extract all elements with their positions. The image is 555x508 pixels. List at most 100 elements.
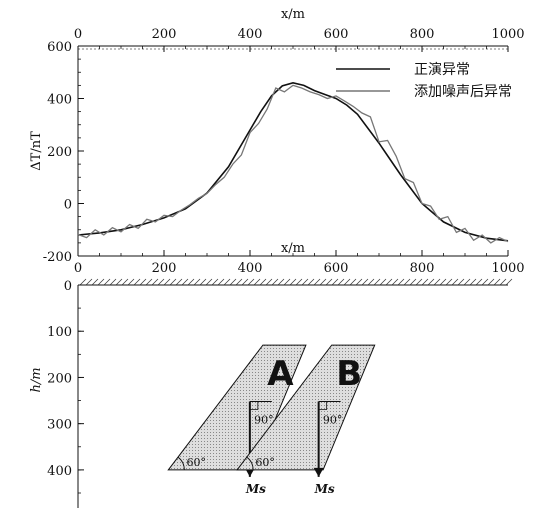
hatch-mark — [217, 278, 225, 286]
legend: 正演异常 添加噪声后异常 — [336, 62, 512, 100]
moment-label: Ms — [314, 482, 335, 496]
angle-arc — [177, 456, 185, 470]
body-label: A — [267, 354, 294, 394]
hatch-mark — [481, 278, 489, 286]
anomaly-chart: 0 200 400 600 800 1000 0 200 400 600 800 1000 -200… — [29, 7, 525, 276]
hatch-mark — [313, 278, 321, 286]
moment-label: Ms — [245, 482, 266, 496]
hatch-mark — [307, 278, 315, 286]
mid-x-tick-label: 400 — [238, 261, 263, 276]
depth-tick-label: 300 — [47, 418, 72, 433]
hatch-mark — [163, 278, 171, 286]
vector-arrowhead — [313, 467, 324, 477]
hatch-mark — [205, 278, 213, 286]
hatch-mark — [253, 278, 261, 286]
hatch-mark — [361, 278, 369, 286]
top-x-tick-label: 0 — [74, 27, 82, 42]
hatch-mark — [427, 278, 435, 286]
hatch-mark — [493, 278, 501, 286]
hatch-mark — [331, 278, 339, 286]
mid-x-tick-label: 0 — [74, 261, 82, 276]
mid-x-tick-label: 200 — [152, 261, 177, 276]
hatch-mark — [187, 278, 195, 286]
hatch-mark — [391, 278, 399, 286]
hatch-mark — [283, 278, 291, 286]
hatch-mark — [373, 278, 381, 286]
right-angle-marker — [318, 401, 328, 410]
hatch-mark — [421, 278, 429, 286]
hatch-mark — [289, 278, 297, 286]
hatch-mark — [469, 278, 477, 286]
hatch-mark — [259, 278, 267, 286]
hatch-mark — [235, 278, 243, 286]
top-x-axis-label: x/m — [281, 7, 305, 22]
hatch-mark — [265, 278, 273, 286]
hatch-mark — [451, 278, 459, 286]
hatch-mark — [79, 278, 87, 286]
series-noisy-anomaly-line — [77, 84, 509, 244]
hatch-mark — [223, 278, 231, 286]
hatch-mark — [439, 278, 447, 286]
hatch-mark — [199, 278, 207, 286]
hatch-mark — [109, 278, 117, 286]
hatch-mark — [115, 278, 123, 286]
depth-tick-label: 0 — [64, 279, 72, 294]
body-outline — [236, 344, 376, 471]
top-x-tick-label: 1000 — [491, 27, 524, 42]
hatch-mark — [157, 278, 165, 286]
angle-label: 60° — [255, 456, 275, 469]
mid-x-tick-label: 1000 — [491, 261, 524, 276]
hatch-mark — [319, 278, 327, 286]
hatch-mark — [499, 278, 507, 286]
y-tick-label: 200 — [47, 145, 72, 160]
hatch-mark — [145, 278, 153, 286]
hatch-mark — [445, 278, 453, 286]
top-x-tick-label: 600 — [324, 27, 349, 42]
mid-axis-ticks: 0 200 400 600 800 1000 — [74, 250, 525, 276]
y-tick-label: -200 — [43, 250, 72, 265]
hatch-mark — [229, 278, 237, 286]
hatch-mark — [151, 278, 159, 286]
right-angle-marker — [249, 401, 259, 410]
hatch-mark — [169, 278, 177, 286]
hatch-mark — [385, 278, 393, 286]
depth-tick-label: 100 — [47, 325, 72, 340]
hatch-mark — [133, 278, 141, 286]
hatch-mark — [211, 278, 219, 286]
hatch-mark — [181, 278, 189, 286]
hatch-mark — [247, 278, 255, 286]
hatch-mark — [103, 278, 111, 286]
y-tick-label: 400 — [47, 93, 72, 108]
hatch-mark — [505, 278, 513, 286]
top-x-tick-label: 800 — [410, 27, 435, 42]
legend-label-noisy: 添加噪声后异常 — [414, 84, 512, 100]
right-angle-label: 90° — [254, 413, 274, 426]
y-axis-label: ΔT/nT — [29, 131, 44, 171]
hatch-mark — [457, 278, 465, 286]
hatch-mark — [409, 278, 417, 286]
angle-arc — [246, 456, 254, 470]
right-angle-label: 90° — [323, 413, 343, 426]
hatch-mark — [295, 278, 303, 286]
hatch-mark — [325, 278, 333, 286]
hatch-mark — [91, 278, 99, 286]
hatch-mark — [367, 278, 375, 286]
hatch-mark — [475, 278, 483, 286]
depth-tick-label: 200 — [47, 371, 72, 386]
mid-x-tick-label: 600 — [324, 261, 349, 276]
mid-x-axis-label: x/m — [281, 241, 305, 256]
depth-axis-label: h/m — [29, 367, 44, 392]
hatch-mark — [85, 278, 93, 286]
mid-x-tick-label: 800 — [410, 261, 435, 276]
hatch-mark — [403, 278, 411, 286]
hatch-mark — [379, 278, 387, 286]
hatch-mark — [241, 278, 249, 286]
magnetic-bodies: A 60° 90° Ms B 60° 90° Ms — [167, 344, 376, 496]
hatch-mark — [121, 278, 129, 286]
hatch-mark — [415, 278, 423, 286]
ground-hatch — [79, 278, 513, 286]
legend-label-forward: 正演异常 — [414, 62, 470, 78]
hatch-mark — [433, 278, 441, 286]
hatch-mark — [175, 278, 183, 286]
